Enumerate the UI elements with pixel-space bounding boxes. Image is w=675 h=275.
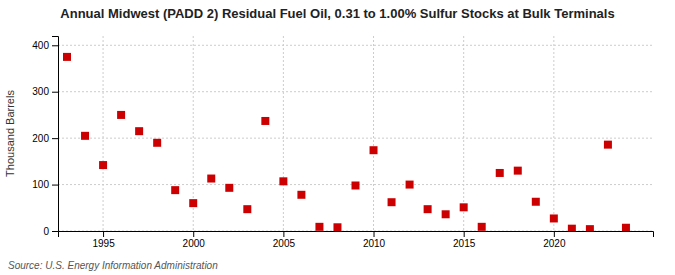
tick-mark — [374, 231, 375, 237]
tick: 2010 — [363, 231, 386, 249]
point — [81, 132, 89, 140]
title: Annual Midwest (PADD 2) Residual Fuel Oi… — [60, 6, 614, 21]
source: Source: U.S. Energy Information Administ… — [8, 260, 218, 271]
grid-line — [103, 36, 104, 231]
chart: Annual Midwest (PADD 2) Residual Fuel Oi… — [0, 0, 675, 275]
tick-label: 2020 — [543, 238, 566, 249]
grid-line — [58, 45, 653, 46]
tick-mark — [52, 45, 58, 46]
axis-line — [52, 37, 59, 232]
tick-mark — [52, 231, 58, 232]
point — [586, 225, 594, 231]
grid-line — [463, 36, 464, 231]
point — [442, 210, 450, 218]
point — [568, 225, 576, 231]
grid-line — [553, 36, 554, 231]
point — [424, 205, 432, 213]
point — [99, 161, 107, 169]
tick: 300 — [32, 86, 58, 97]
tick-label: 1995 — [92, 238, 115, 249]
point — [261, 117, 269, 125]
grid — [58, 36, 653, 231]
point — [496, 169, 504, 177]
point — [315, 223, 323, 231]
point — [207, 175, 215, 183]
axis-line — [59, 232, 654, 238]
point — [406, 181, 414, 189]
point — [352, 182, 360, 190]
tick-label: 300 — [32, 86, 49, 97]
tick-label: 0 — [43, 226, 49, 237]
plot: 1995 2000 2005 2010 2015 2020 0 100 200 300 400 — [32, 36, 653, 249]
tick: 0 — [43, 226, 58, 237]
tick-label: 100 — [32, 179, 49, 190]
grid-line — [283, 36, 284, 231]
y-axis: 0 100 200 300 400 — [32, 37, 58, 237]
tick-mark — [193, 231, 194, 237]
point — [370, 146, 378, 154]
tick-label: 2010 — [363, 238, 386, 249]
tick-label: 2005 — [273, 238, 296, 249]
point — [135, 127, 143, 135]
tick: 2000 — [183, 231, 206, 249]
point — [388, 198, 396, 206]
tick: 2015 — [453, 231, 476, 249]
point — [333, 223, 341, 231]
tick-mark — [52, 185, 58, 186]
tick: 1995 — [92, 231, 115, 249]
point — [622, 224, 630, 231]
x-axis: 1995 2000 2005 2010 2015 2020 — [59, 231, 654, 249]
point — [550, 214, 558, 222]
point — [63, 53, 71, 61]
tick-mark — [464, 231, 465, 237]
point — [604, 141, 612, 149]
point — [297, 191, 305, 199]
tick-label: 400 — [32, 40, 49, 51]
tick: 100 — [32, 179, 58, 190]
point — [189, 199, 197, 207]
tick-mark — [283, 231, 284, 237]
point — [478, 223, 486, 231]
point — [117, 111, 125, 119]
point — [153, 139, 161, 147]
tick-label: 200 — [32, 133, 49, 144]
tick: 200 — [32, 133, 58, 144]
point — [171, 186, 179, 194]
tick-mark — [103, 231, 104, 237]
point — [514, 167, 522, 175]
point — [225, 184, 233, 192]
tick: 2005 — [273, 231, 296, 249]
tick-mark — [52, 92, 58, 93]
grid-line — [373, 36, 374, 231]
point — [243, 205, 251, 213]
points — [63, 53, 630, 231]
tick-mark — [52, 138, 58, 139]
tick-label: 2000 — [183, 238, 206, 249]
point — [279, 177, 287, 185]
tick: 400 — [32, 40, 58, 51]
tick-mark — [554, 231, 555, 237]
grid-line — [58, 138, 653, 139]
grid-line — [58, 91, 653, 92]
point — [532, 198, 540, 206]
tick: 2020 — [543, 231, 566, 249]
tick-label: 2015 — [453, 238, 476, 249]
y-axis-label: Thousand Barrels — [4, 90, 16, 177]
point — [460, 203, 468, 211]
